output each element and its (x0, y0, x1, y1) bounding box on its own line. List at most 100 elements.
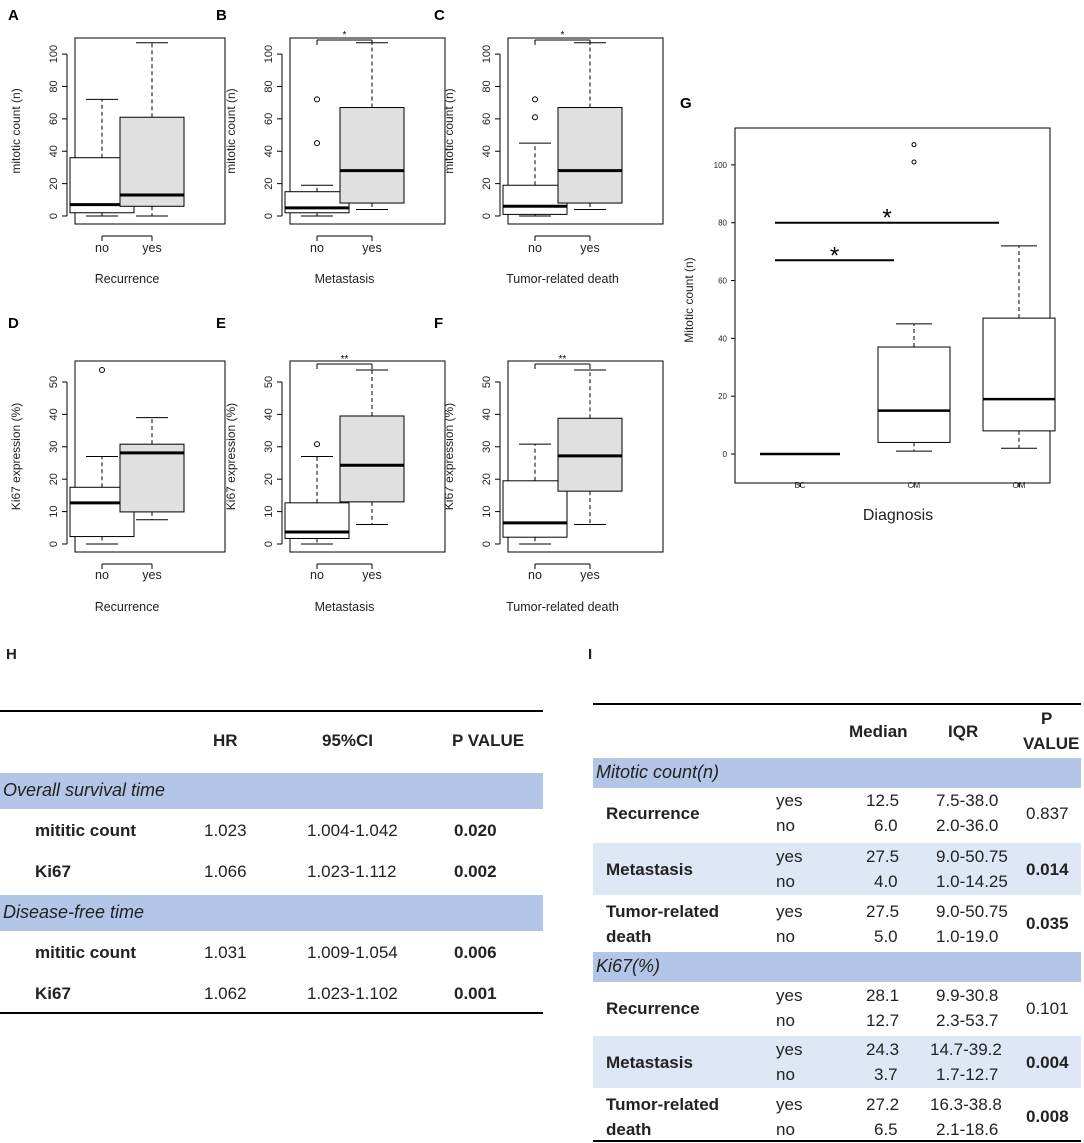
x-axis-label: Metastasis (315, 272, 375, 286)
table-h-section-title: Overall survival time (3, 780, 166, 800)
table-i-group-name: Tumor-related (606, 1095, 720, 1114)
table-i-p: 0.014 (1026, 860, 1069, 879)
y-tick-label: 40 (48, 408, 60, 420)
table-h-row-ci: 1.004-1.042 (307, 821, 398, 840)
y-tick-label: 20 (263, 177, 275, 189)
table-i-median: 3.7 (874, 1065, 898, 1084)
x-axis-label: Recurrence (95, 272, 160, 286)
significance-marker: * (343, 30, 347, 41)
y-tick-label: 20 (718, 392, 727, 401)
table-h-row-p: 0.001 (454, 984, 497, 1003)
table-i-group-yes: yes (776, 847, 803, 866)
x-axis-label: Tumor-related death (506, 600, 619, 614)
table-i-top-rule (593, 703, 1081, 705)
x-axis-label: Diagnosis (863, 507, 933, 524)
significance-marker: * (561, 30, 565, 41)
box-iqr (339, 107, 405, 204)
table-i-header-iqr: IQR (948, 722, 979, 741)
table-h-row-p: 0.002 (454, 862, 497, 881)
table-i-group-no: no (776, 1011, 795, 1030)
table-i-group-yes: yes (776, 902, 803, 921)
y-tick-label: 30 (263, 441, 275, 453)
outlier-point (532, 114, 538, 121)
table-i-median: 6.0 (874, 816, 898, 835)
table-i-section-ki67 (593, 952, 1081, 982)
y-tick-label: 40 (263, 408, 275, 420)
y-axis-label: mitotic count (n) (442, 88, 456, 173)
y-axis-label: Mitotic count (n) (682, 257, 696, 342)
x-tick-label: yes (142, 568, 161, 582)
table-i-median: 27.2 (866, 1095, 900, 1114)
panel-label-i: I (588, 646, 593, 663)
table-i-p: 0.004 (1026, 1053, 1069, 1072)
table-i-group-no: no (776, 1120, 795, 1139)
outlier-point (911, 159, 917, 165)
y-tick-label: 40 (48, 145, 60, 157)
table-i: I Median IQR P VALUE Mitotic count(n) Re… (588, 640, 1083, 1143)
plot-frame (734, 127, 1051, 484)
y-tick-label: 60 (48, 113, 60, 125)
y-axis-label: Ki67 expression (%) (224, 403, 238, 510)
panel-label-c: C (434, 7, 445, 24)
y-tick-label: 0 (723, 450, 728, 459)
x-tick-label: CM (908, 481, 921, 490)
y-axis-label: Ki67 expression (%) (442, 403, 456, 510)
y-tick-label: 30 (48, 441, 60, 453)
y-tick-label: 100 (263, 45, 275, 63)
table-i-group-name: Recurrence (606, 999, 700, 1018)
table-i-group-yes: yes (776, 1095, 803, 1114)
y-tick-label: 40 (481, 408, 493, 420)
plot-frame (507, 360, 664, 553)
table-h-row-hr: 1.031 (204, 943, 247, 962)
box-iqr (339, 415, 405, 503)
y-axis-label: Ki67 expression (%) (9, 403, 23, 510)
box-iqr (877, 346, 951, 443)
table-i-iqr: 1.0-14.25 (936, 872, 1008, 891)
table-h-row-hr: 1.062 (204, 984, 247, 1003)
panel-label-a: A (8, 7, 19, 24)
table-i-iqr: 14.7-39.2 (930, 1040, 1002, 1059)
table-h-top-rule (0, 710, 543, 712)
table-h-row-hr: 1.023 (204, 821, 247, 840)
table-i-median: 4.0 (874, 872, 898, 891)
table-h-section-overall (0, 773, 543, 809)
table-i-p: 0.035 (1026, 914, 1069, 933)
table-i-bottom-rule (593, 1140, 1081, 1142)
box-iqr (119, 443, 185, 513)
panel-label-f: F (434, 315, 443, 332)
table-i-median: 12.7 (866, 1011, 900, 1030)
x-tick-label: no (95, 241, 109, 255)
table-i-group-yes: yes (776, 1040, 803, 1059)
table-i-group-name-line2: death (606, 1120, 652, 1139)
y-tick-label: 20 (481, 473, 493, 485)
table-i-iqr: 9.0-50.75 (936, 847, 1008, 866)
plot-frame (289, 37, 446, 225)
table-i-median: 6.5 (874, 1120, 898, 1139)
y-tick-label: 30 (481, 441, 493, 453)
plot-frame (289, 360, 446, 553)
y-tick-label: 20 (48, 473, 60, 485)
y-tick-label: 10 (263, 505, 275, 517)
table-i-iqr: 2.0-36.0 (936, 816, 999, 835)
box-iqr (557, 107, 623, 204)
table-i-section-title: Ki67(%) (596, 956, 661, 976)
table-i-iqr: 2.3-53.7 (936, 1011, 999, 1030)
outlier-point (532, 96, 538, 103)
y-tick-label: 10 (481, 505, 493, 517)
box-iqr (119, 116, 185, 207)
box-iqr (502, 480, 568, 538)
table-i-header-value: VALUE (1023, 734, 1080, 753)
y-tick-label: 0 (263, 213, 275, 219)
y-tick-label: 60 (481, 113, 493, 125)
outlier-point (911, 142, 917, 148)
table-i-median: 5.0 (874, 927, 898, 946)
x-axis-label: Metastasis (315, 600, 375, 614)
table-h-row-p: 0.020 (454, 821, 497, 840)
table-h-bottom-rule (0, 1012, 543, 1014)
y-tick-label: 80 (718, 219, 727, 228)
table-h: H HR 95%CI P VALUE Overall survival time… (0, 640, 545, 1020)
table-i-group-name: Recurrence (606, 804, 700, 823)
table-i-group-band (593, 1036, 1081, 1088)
table-i-iqr: 1.7-12.7 (936, 1065, 999, 1084)
